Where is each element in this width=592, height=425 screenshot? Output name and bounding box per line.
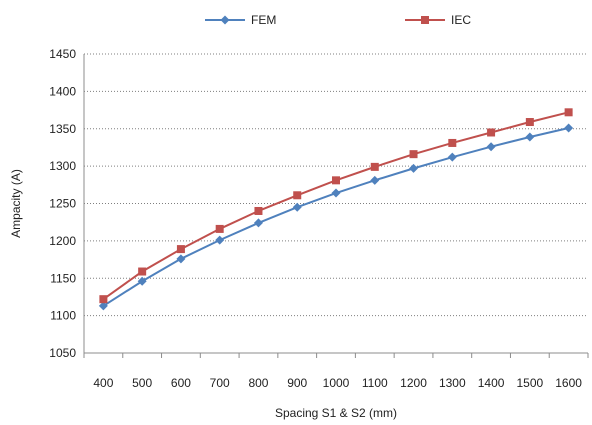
data-point-fem <box>253 218 263 228</box>
x-tick-label: 1200 <box>400 376 427 390</box>
y-tick-label: 1450 <box>49 47 76 61</box>
series-line-fem <box>102 127 569 307</box>
x-tick-label: 600 <box>171 376 191 390</box>
y-axis-title: Ampacity (A) <box>9 169 23 238</box>
data-point-fem <box>370 175 380 185</box>
data-point-fem <box>331 188 341 198</box>
x-tick-label: 700 <box>210 376 230 390</box>
y-tick-label: 1250 <box>49 197 76 211</box>
legend-label: IEC <box>451 13 471 27</box>
data-point-fem <box>176 254 186 264</box>
data-point-iec <box>525 118 534 127</box>
y-axis-ticks: 1050 1100 1150 1200 1250 1300 1350 1400 1450 <box>49 47 76 360</box>
x-tick-label: 1600 <box>555 376 582 390</box>
data-point-fem <box>525 132 535 142</box>
data-point-fem <box>564 123 574 133</box>
data-point-iec <box>409 150 418 159</box>
data-point-iec <box>176 245 185 254</box>
y-tick-label: 1100 <box>50 309 76 323</box>
x-tick-label: 1000 <box>323 376 350 390</box>
legend-item-iec: IEC <box>405 13 471 27</box>
data-point-iec <box>138 267 147 276</box>
y-tick-label: 1200 <box>49 234 76 248</box>
y-tick-label: 1400 <box>49 84 76 98</box>
x-tick-label: 500 <box>132 376 152 390</box>
data-point-fem <box>137 276 147 286</box>
data-point-iec <box>448 138 457 147</box>
gridlines <box>84 53 588 354</box>
legend: FEM IEC <box>205 13 471 27</box>
data-point-iec <box>254 206 263 215</box>
data-point-iec <box>564 108 573 117</box>
data-point-iec <box>332 176 340 185</box>
x-tick-label: 1500 <box>516 376 543 390</box>
data-point-iec <box>99 295 108 304</box>
data-point-iec <box>293 191 302 200</box>
legend-label: FEM <box>251 13 276 27</box>
x-tick-label: 800 <box>248 376 268 390</box>
data-point-fem <box>409 163 419 173</box>
x-axis-ticks: 400 500 600 700 800 900 1000 1100 1200 1300 1400 15… <box>83 353 589 390</box>
y-tick-label: 1350 <box>49 122 76 136</box>
data-point-fem <box>447 152 457 162</box>
series-line-iec <box>102 111 569 300</box>
data-point-iec <box>370 162 379 171</box>
y-tick-label: 1150 <box>50 271 76 285</box>
series-fem <box>98 123 574 311</box>
x-tick-label: 900 <box>287 376 307 390</box>
data-point-iec <box>487 128 496 137</box>
series-layer <box>98 108 574 311</box>
data-point-iec <box>215 224 224 233</box>
x-axis-title: Spacing S1 & S2 (mm) <box>275 406 397 420</box>
x-tick-label: 1300 <box>439 376 466 390</box>
data-point-fem <box>292 202 302 212</box>
data-point-fem <box>215 235 225 245</box>
y-tick-label: 1050 <box>49 346 76 360</box>
series-iec <box>99 108 573 304</box>
legend-marker <box>220 15 230 25</box>
x-tick-label: 400 <box>93 376 113 390</box>
x-tick-label: 1400 <box>478 376 505 390</box>
legend-item-fem: FEM <box>205 13 276 27</box>
y-tick-label: 1300 <box>49 159 76 173</box>
legend-marker <box>421 16 429 24</box>
x-tick-label: 1100 <box>362 376 388 390</box>
data-point-fem <box>98 301 108 311</box>
data-point-fem <box>486 142 496 152</box>
